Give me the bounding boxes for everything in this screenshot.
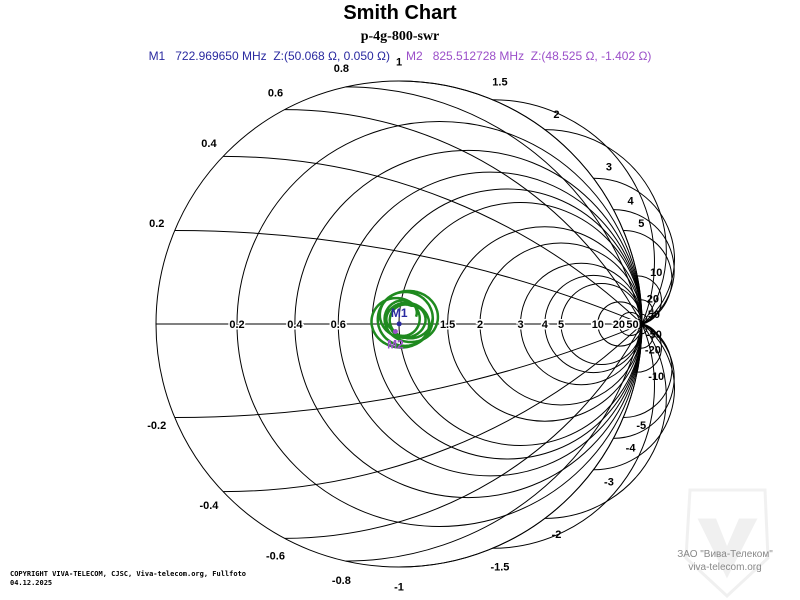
reactance-label: -1.5 <box>490 561 509 573</box>
reactance-arc <box>637 275 662 325</box>
reactance-arc <box>174 230 643 325</box>
marker-point-m1 <box>396 321 402 327</box>
trace-line <box>370 289 440 349</box>
chart-title: Smith Chart <box>343 2 457 24</box>
marker-label-m1: M1 <box>391 306 408 320</box>
resistance-label: 0.4 <box>287 319 303 331</box>
reactance-label: 4 <box>628 195 635 207</box>
resistance-label: 0.2 <box>229 319 244 331</box>
reactance-label: -3 <box>604 476 614 488</box>
reactance-label: -2 <box>552 529 562 541</box>
reactance-arc <box>284 323 643 539</box>
reactance-label: -10 <box>648 371 664 383</box>
reactance-label: -0.2 <box>147 420 166 432</box>
copyright-text: COPYRIGHT VIVA-TELECOM, CJSC, Viva-telec… <box>10 570 247 578</box>
copyright-date: 04.12.2025 <box>10 579 53 587</box>
reactance-arc <box>640 299 654 325</box>
reactance-arc <box>284 109 643 325</box>
watermark: ЗАО "Вива-Телеком" viva-telecom.org <box>660 548 790 574</box>
resistance-label: 0.6 <box>331 319 346 331</box>
reactance-arc <box>640 323 654 349</box>
copyright: COPYRIGHT VIVA-TELECOM, CJSC, Viva-telec… <box>10 570 246 588</box>
reactance-label: 20 <box>647 294 659 306</box>
reactance-arc <box>593 177 675 325</box>
resistance-label: 4 <box>542 319 549 331</box>
watermark-company: ЗАО "Вива-Телеком" <box>677 549 773 560</box>
marker-m2-readout: M2 825.512728 MHz Z:(48.525 Ω, -1.402 Ω) <box>406 49 652 63</box>
reactance-label: -4 <box>626 443 637 455</box>
resistance-label: 1.5 <box>440 319 455 331</box>
marker-readout: M1 722.969650 MHz Z:(50.068 Ω, 0.050 Ω) M… <box>0 49 800 63</box>
reactance-arc <box>492 99 655 325</box>
reactance-label: -20 <box>645 344 661 356</box>
reactance-arc <box>223 155 643 325</box>
reactance-arc <box>641 323 648 335</box>
reactance-arc <box>345 86 643 325</box>
reactance-label: -50 <box>646 329 662 341</box>
reactance-arc <box>223 323 643 493</box>
reactance-label: 0.4 <box>201 138 217 150</box>
reactance-label: 0.6 <box>268 87 283 99</box>
resistance-label: 20 <box>613 319 625 331</box>
resistance-label: 50 <box>626 319 638 331</box>
reactance-label: 1 <box>396 57 402 69</box>
reactance-label: -5 <box>636 420 646 432</box>
resistance-label: 10 <box>592 319 604 331</box>
marker-label-m2: M2 <box>387 338 404 352</box>
resistance-label: 3 <box>517 319 523 331</box>
resistance-label: 5 <box>558 319 564 331</box>
reactance-arc <box>637 323 662 373</box>
reactance-label: -0.6 <box>266 551 285 563</box>
reactance-arc <box>174 323 643 418</box>
reactance-label: 50 <box>648 309 660 321</box>
reactance-label: 0.8 <box>334 63 349 75</box>
chart-subtitle: p-4g-800-swr <box>360 29 440 44</box>
watermark-logo <box>684 488 770 599</box>
reactance-label: 0.2 <box>149 218 164 230</box>
resistance-label: 2 <box>477 319 483 331</box>
reactance-arc <box>492 323 655 549</box>
outer-circle <box>155 80 643 568</box>
reactance-label: 5 <box>638 218 644 230</box>
reactance-label: 1.5 <box>492 77 507 89</box>
reactance-label: 2 <box>553 109 559 121</box>
reactance-label: -0.4 <box>199 500 219 512</box>
reactance-arc <box>544 323 667 519</box>
marker-point-m2 <box>392 329 398 335</box>
reactance-arc <box>345 323 643 562</box>
reactance-label: -0.8 <box>332 575 351 587</box>
reactance-label: 3 <box>606 162 612 174</box>
reactance-label: -1 <box>394 581 404 593</box>
reactance-label: 10 <box>650 267 662 279</box>
watermark-url: viva-telecom.org <box>688 562 762 573</box>
reactance-arc <box>544 129 667 325</box>
marker-m1-readout: M1 722.969650 MHz Z:(50.068 Ω, 0.050 Ω) <box>148 49 390 63</box>
